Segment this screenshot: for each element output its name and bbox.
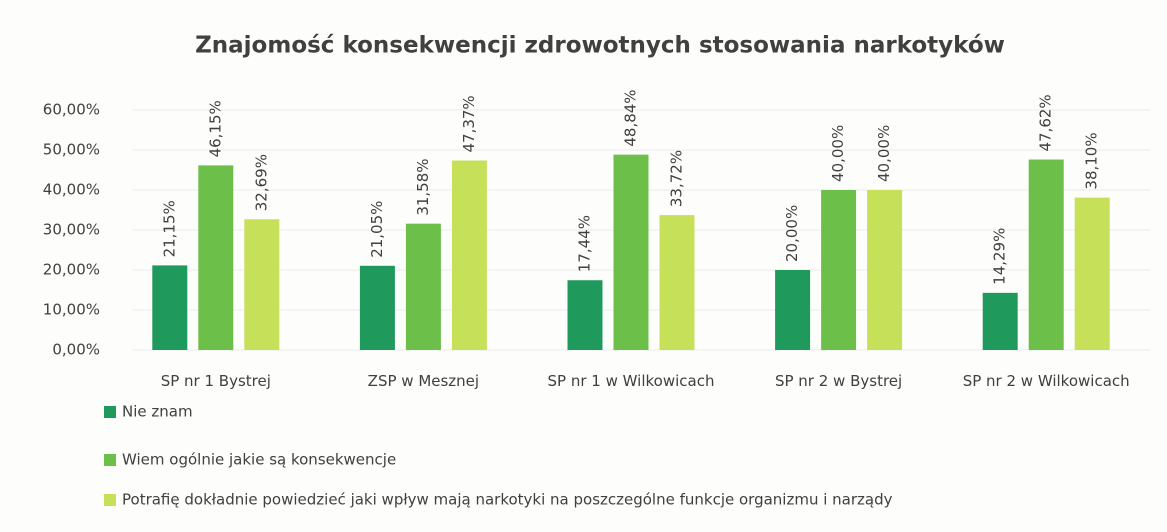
y-tick-label: 50,00% [43, 141, 100, 159]
y-tick-label: 0,00% [52, 341, 100, 359]
x-tick-label: SP nr 1 Bystrej [160, 372, 271, 390]
value-label: 38,10% [1083, 132, 1101, 189]
value-label: 17,44% [576, 215, 594, 272]
legend-label: Potrafię dokładnie powiedzieć jaki wpływ… [122, 491, 893, 509]
bar [775, 270, 811, 350]
x-tick-label: SP nr 2 w Wilkowicach [962, 372, 1130, 390]
value-label: 14,29% [991, 228, 1009, 285]
value-label: 21,15% [160, 200, 178, 257]
y-tick-label: 30,00% [43, 221, 100, 239]
value-label: 47,37% [460, 95, 478, 152]
bar [867, 190, 903, 350]
legend-swatch [104, 406, 116, 418]
bar [613, 154, 649, 350]
value-label: 20,00% [783, 205, 801, 262]
legend-label: Nie znam [122, 403, 193, 421]
bar [359, 265, 395, 350]
value-label: 48,84% [622, 89, 640, 146]
bar [567, 280, 603, 350]
y-tick-label: 10,00% [43, 301, 100, 319]
y-tick-label: 40,00% [43, 181, 100, 199]
x-tick-label: ZSP w Mesznej [367, 372, 480, 390]
chart-title: Znajomość konsekwencji zdrowotnych stoso… [195, 33, 1005, 59]
bar [451, 160, 487, 350]
bar [244, 219, 280, 350]
bar [659, 215, 695, 350]
value-label: 32,69% [252, 154, 270, 211]
x-tick-label: SP nr 1 w Wilkowicach [547, 372, 715, 390]
x-tick-label: SP nr 2 w Bystrej [774, 372, 903, 390]
value-label: 40,00% [875, 125, 893, 182]
bar [405, 223, 441, 350]
bar [198, 165, 234, 350]
bar [982, 292, 1018, 350]
bar [1074, 197, 1110, 350]
value-label: 33,72% [668, 150, 686, 207]
value-label: 21,05% [368, 201, 386, 258]
legend-swatch [104, 454, 116, 466]
y-tick-label: 60,00% [43, 101, 100, 119]
bar [1028, 159, 1064, 350]
y-tick-label: 20,00% [43, 261, 100, 279]
legend-swatch [104, 494, 116, 506]
value-label: 47,62% [1037, 94, 1055, 151]
value-label: 46,15% [206, 100, 224, 157]
value-label: 31,58% [414, 158, 432, 215]
legend-label: Wiem ogólnie jakie są konsekwencje [122, 451, 396, 469]
bar [821, 190, 857, 350]
value-label: 40,00% [829, 125, 847, 182]
bar [152, 265, 188, 350]
